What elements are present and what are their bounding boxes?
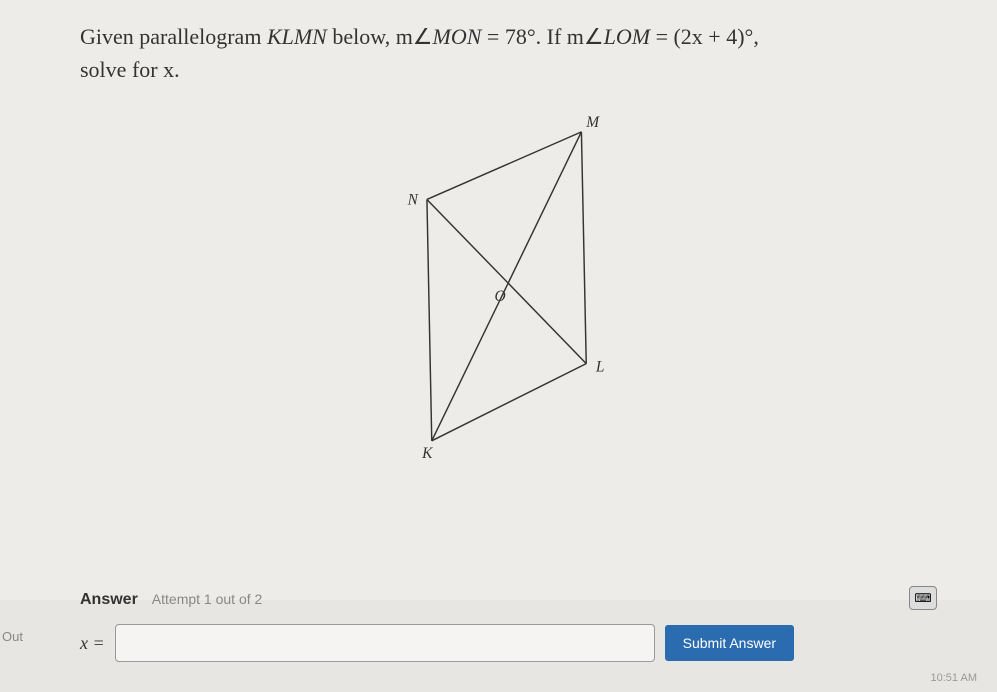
problem-content: Given parallelogram KLMN below, m∠MON = … xyxy=(0,0,997,600)
svg-text:N: N xyxy=(406,191,419,208)
angle2-eq: = (2x + 4)°, xyxy=(650,24,759,49)
angle2: LOM xyxy=(604,24,650,49)
x-equals-label: x = xyxy=(80,633,105,654)
angle1-eq: = 78°. If m∠ xyxy=(481,24,603,49)
diagram-container: M N L K O xyxy=(80,106,937,486)
answer-label: Answer xyxy=(80,591,138,608)
answer-input-row: x = Submit Answer xyxy=(80,624,937,662)
shape-name: KLMN xyxy=(267,24,327,49)
answer-input[interactable] xyxy=(115,624,655,662)
answer-header: Answer Attempt 1 out of 2 ⌨ xyxy=(80,591,937,609)
problem-text-2: below, m∠ xyxy=(327,24,433,49)
svg-text:O: O xyxy=(494,288,505,305)
svg-text:M: M xyxy=(585,114,600,131)
problem-line2: solve for x. xyxy=(80,57,180,82)
problem-statement: Given parallelogram KLMN below, m∠MON = … xyxy=(80,20,937,86)
problem-text-1: Given parallelogram xyxy=(80,24,267,49)
angle1: MON xyxy=(433,24,482,49)
answer-section: Answer Attempt 1 out of 2 ⌨ x = Submit A… xyxy=(80,591,937,662)
svg-text:K: K xyxy=(421,445,433,462)
svg-text:L: L xyxy=(594,358,604,375)
parallelogram-diagram: M N L K O xyxy=(369,106,649,486)
attempt-text: Attempt 1 out of 2 xyxy=(152,591,263,607)
timestamp: 10:51 AM xyxy=(931,672,977,684)
out-label: Out xyxy=(2,629,23,644)
calculator-icon[interactable]: ⌨ xyxy=(909,586,937,610)
submit-button[interactable]: Submit Answer xyxy=(665,625,794,661)
